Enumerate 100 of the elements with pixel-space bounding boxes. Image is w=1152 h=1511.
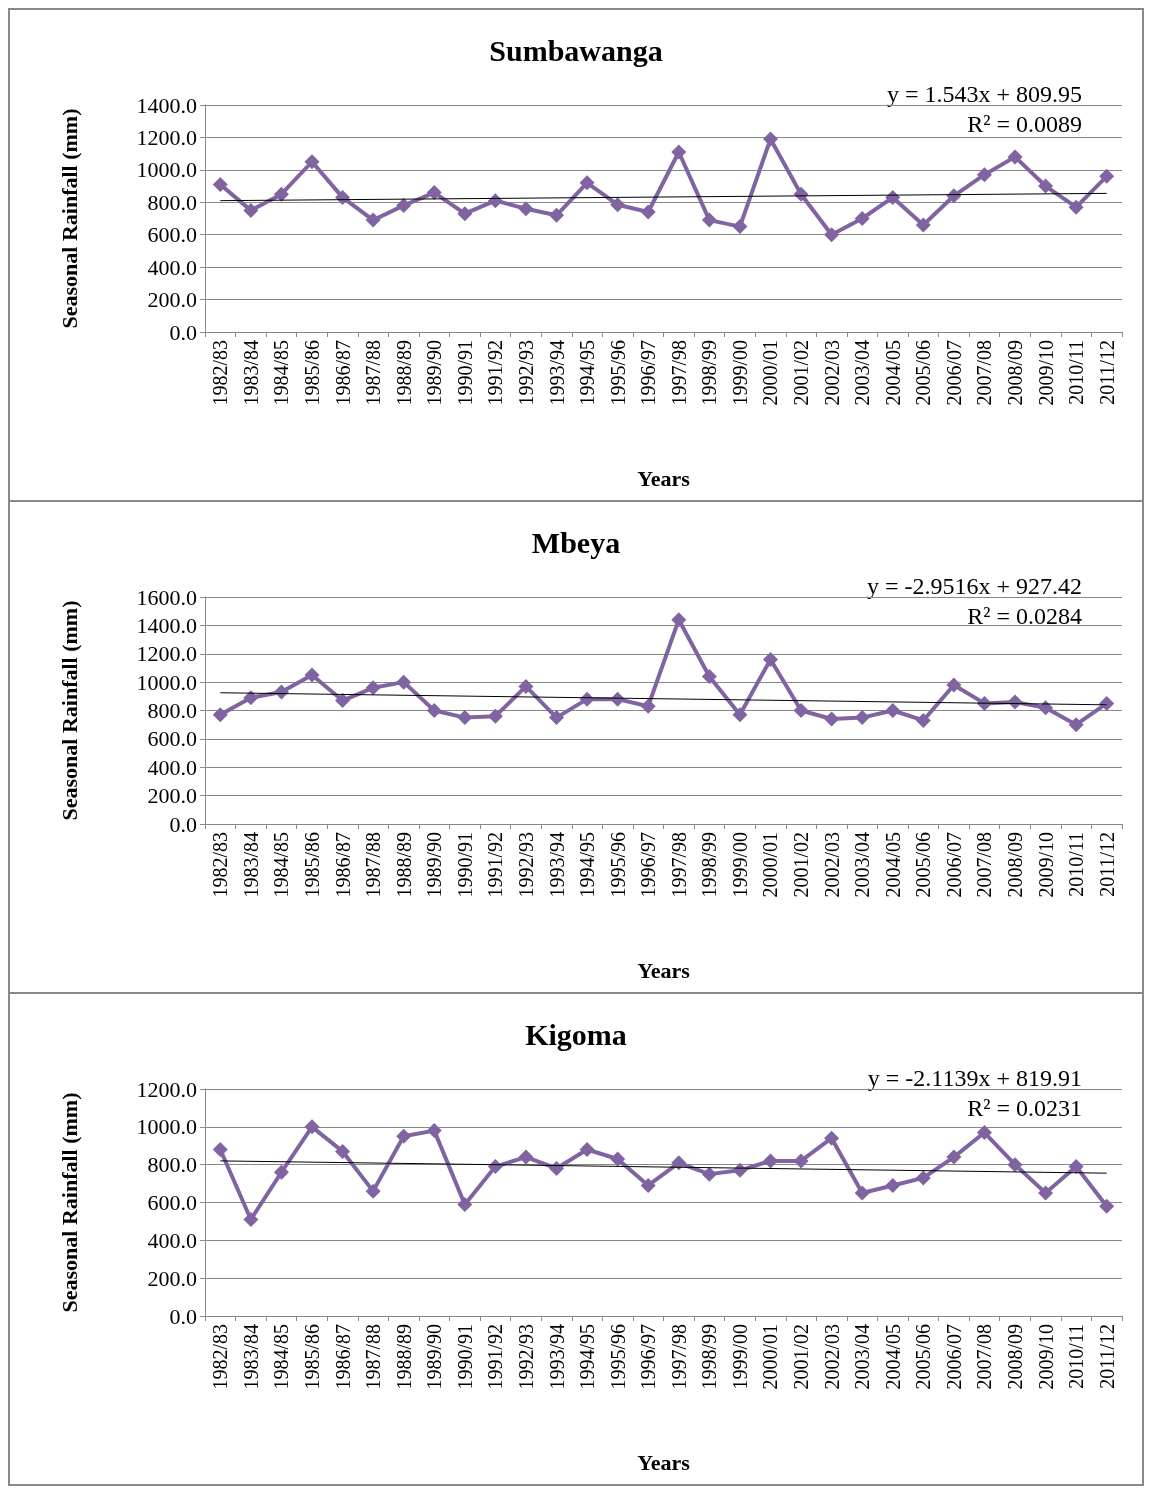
- y-tick-label: 600.0: [147, 222, 197, 248]
- point: [243, 202, 259, 218]
- point: [243, 1212, 259, 1228]
- x-tick-label: 1994/95: [576, 340, 599, 406]
- x-tick-label: 1983/84: [239, 340, 262, 406]
- x-tick-label: 1982/83: [209, 1324, 232, 1390]
- point: [671, 612, 687, 628]
- point: [396, 1128, 412, 1144]
- x-tick-label: 1984/85: [270, 832, 293, 898]
- x-tick-label: 2010/11: [1065, 1324, 1088, 1389]
- point: [793, 1153, 809, 1169]
- x-tick-label: 1986/87: [331, 832, 354, 898]
- x-tick-label: 1997/98: [667, 340, 690, 406]
- x-tick-label: 1999/00: [728, 340, 751, 406]
- y-axis-title: Seasonal Rainfall (mm): [56, 600, 82, 821]
- x-tick-label: 2008/09: [1004, 340, 1027, 406]
- point: [396, 198, 412, 214]
- x-tick-label: 1998/99: [698, 832, 721, 898]
- point: [1099, 695, 1115, 711]
- point: [610, 1151, 626, 1167]
- x-tick-label: 2005/06: [912, 340, 935, 406]
- annotation: R² = 0.0089: [967, 111, 1083, 137]
- y-tick-label: 1200.0: [136, 1076, 197, 1102]
- point: [824, 227, 840, 243]
- x-tick-label: 1999/00: [728, 832, 751, 898]
- x-tick-label: 1988/89: [392, 832, 415, 898]
- x-tick-label: 1992/93: [514, 340, 537, 406]
- x-tick-label: 1993/94: [545, 1324, 568, 1390]
- point: [335, 1143, 351, 1159]
- point: [1007, 149, 1023, 165]
- point: [1099, 1198, 1115, 1214]
- point: [579, 175, 595, 191]
- point: [640, 204, 656, 220]
- point: [518, 678, 534, 694]
- y-tick-label: 1400.0: [136, 92, 197, 118]
- x-tick-label: 1992/93: [514, 1324, 537, 1390]
- point: [976, 1125, 992, 1141]
- point: [1068, 717, 1084, 733]
- x-tick-label: 2000/01: [759, 1324, 782, 1390]
- point: [549, 1160, 565, 1176]
- y-tick-label: 1200.0: [136, 124, 197, 150]
- point: [732, 219, 748, 235]
- x-tick-label: 2000/01: [759, 832, 782, 898]
- y-tick-label: 400.0: [147, 254, 197, 280]
- point: [1099, 168, 1115, 184]
- x-tick-label: 2003/04: [851, 1324, 874, 1390]
- x-tick-label: 1990/91: [453, 1324, 476, 1390]
- y-tick-label: 1000.0: [136, 669, 197, 695]
- x-tick-label: 1983/84: [239, 832, 262, 898]
- x-tick-label: 2008/09: [1004, 1324, 1027, 1390]
- y-tick-label: 0.0: [169, 319, 197, 345]
- point: [793, 703, 809, 718]
- x-tick-label: 2006/07: [942, 340, 965, 406]
- point: [946, 1149, 962, 1165]
- point: [457, 710, 473, 726]
- point: [976, 167, 992, 183]
- x-tick-label: 1987/88: [362, 832, 385, 898]
- x-tick-label: 1996/97: [637, 340, 660, 406]
- x-tick-label: 1982/83: [209, 832, 232, 898]
- point: [1068, 199, 1084, 215]
- x-tick-label: 1993/94: [545, 832, 568, 898]
- x-tick-label: 1995/96: [606, 340, 629, 406]
- x-tick-label: 1988/89: [392, 340, 415, 406]
- x-tick-label: 2007/08: [973, 340, 996, 406]
- point: [701, 668, 717, 684]
- x-tick-label: 1988/89: [392, 1324, 415, 1390]
- y-axis-title: Seasonal Rainfall (mm): [56, 108, 82, 329]
- y-tick-label: 600.0: [147, 726, 197, 752]
- x-tick-label: 1985/86: [300, 832, 323, 898]
- y-tick-label: 200.0: [147, 287, 197, 313]
- x-tick-label: 2004/05: [881, 832, 904, 898]
- point: [518, 1149, 534, 1165]
- chart-title: Sumbawanga: [489, 33, 663, 67]
- x-tick-label: 1984/85: [270, 340, 293, 406]
- x-tick-label: 2007/08: [973, 832, 996, 898]
- point: [1038, 1185, 1054, 1201]
- x-tick-label: 2009/10: [1034, 340, 1057, 406]
- chart-title: Mbeya: [531, 525, 621, 559]
- point: [426, 185, 442, 201]
- y-tick-label: 200.0: [147, 1265, 197, 1291]
- point: [946, 677, 962, 693]
- point: [273, 186, 289, 202]
- point: [762, 651, 778, 667]
- x-tick-label: 1990/91: [453, 340, 476, 406]
- y-tick-label: 1000.0: [136, 157, 197, 183]
- x-tick-label: 2006/07: [942, 832, 965, 898]
- point: [396, 674, 412, 690]
- x-tick-label: 2007/08: [973, 1324, 996, 1390]
- x-tick-label: 1996/97: [637, 1324, 660, 1390]
- point: [212, 176, 228, 192]
- point: [212, 1142, 228, 1158]
- annotation: R² = 0.0284: [967, 603, 1083, 629]
- point: [915, 712, 931, 728]
- x-tick-label: 2005/06: [912, 1324, 935, 1390]
- point: [1068, 1159, 1084, 1175]
- x-tick-label: 1985/86: [300, 340, 323, 406]
- x-tick-label: 2001/02: [790, 1324, 813, 1390]
- x-tick-label: 2003/04: [851, 832, 874, 898]
- x-tick-label: 1992/93: [514, 832, 537, 898]
- x-tick-label: 1995/96: [606, 832, 629, 898]
